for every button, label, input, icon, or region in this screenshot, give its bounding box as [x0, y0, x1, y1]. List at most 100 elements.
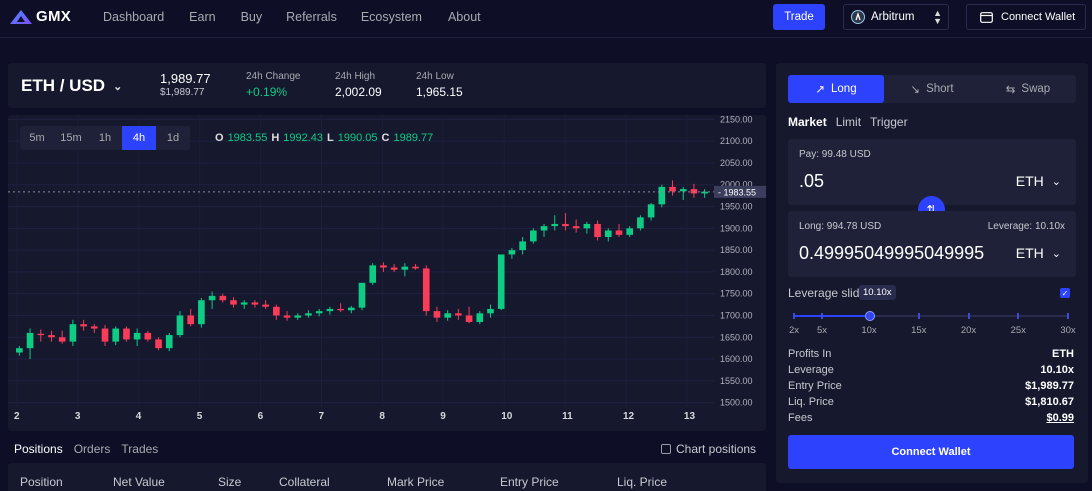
- candle-body: [508, 250, 516, 255]
- timeframe-15m[interactable]: 15m: [60, 132, 82, 144]
- gmx-logo-icon: [10, 9, 32, 24]
- candle-body: [690, 189, 698, 194]
- nav-ecosystem[interactable]: Ecosystem: [360, 10, 422, 24]
- info-value: ETH: [1052, 348, 1074, 360]
- candle-body: [69, 324, 77, 342]
- chart-positions-label: Chart positions: [676, 442, 757, 456]
- candle-body: [133, 332, 141, 340]
- nav-dashboard[interactable]: Dashboard: [103, 10, 165, 24]
- pay-amount-input[interactable]: .05: [799, 171, 825, 191]
- slider-tick: [917, 313, 920, 319]
- candle-body: [455, 313, 462, 316]
- candle-body: [208, 295, 216, 301]
- trade-button[interactable]: Trade: [773, 4, 825, 30]
- ohlc-close: 1989.77: [393, 132, 434, 144]
- tab-positions[interactable]: Positions: [14, 442, 63, 456]
- tab-long[interactable]: ↗ Long: [788, 75, 884, 103]
- long-token-selector[interactable]: ETH ⌄: [1016, 245, 1061, 261]
- info-key: Leverage: [788, 364, 834, 376]
- nav-referrals[interactable]: Referrals: [286, 10, 337, 24]
- pay-token-selector[interactable]: ETH ⌄: [1016, 173, 1061, 189]
- current-price-label: - 1983.55: [718, 187, 756, 197]
- price-block: 1,989.77 $1,989.77: [160, 71, 211, 98]
- col-position: Position: [20, 475, 63, 489]
- trade-panel: ↗ Long ↘ Short ⇆ Swap Market Limit Trigg…: [776, 63, 1088, 483]
- candle-body: [551, 223, 559, 227]
- high-label: 24h High: [335, 71, 376, 82]
- candle-body: [583, 223, 591, 229]
- current-price-tag: [714, 185, 766, 198]
- tab-trades[interactable]: Trades: [121, 442, 159, 456]
- mark-5x[interactable]: 5x: [816, 325, 828, 336]
- mark-15x[interactable]: 15x: [911, 325, 927, 336]
- info-profits-in: Profits In ETH: [788, 348, 1074, 360]
- tab-long-label: Long: [831, 83, 857, 95]
- tab-swap[interactable]: ⇆ Swap: [980, 75, 1076, 103]
- y-tick-label: 2100.00: [720, 136, 753, 146]
- slider-tick: [1017, 313, 1020, 319]
- candle-body: [283, 315, 291, 318]
- info-entry-price: Entry Price $1,989.77: [788, 380, 1074, 392]
- nav-earn[interactable]: Earn: [189, 10, 216, 24]
- nav-about[interactable]: About: [447, 10, 481, 24]
- timeframe-1d[interactable]: 1d: [166, 132, 180, 144]
- candle-body: [604, 230, 612, 238]
- y-tick-label: 1850.00: [720, 245, 753, 255]
- candle-body: [16, 348, 23, 353]
- chevron-down-icon: ⌄: [1051, 175, 1061, 188]
- candle-body: [487, 308, 494, 314]
- col-collateral: Collateral: [279, 475, 330, 489]
- candle-body: [572, 226, 580, 229]
- tab-trigger[interactable]: Trigger: [870, 115, 908, 129]
- mark-30x[interactable]: 30x: [1060, 325, 1076, 336]
- slider-tick: [967, 313, 970, 319]
- candle-body: [144, 332, 152, 340]
- low-value: 1,965.15: [416, 85, 463, 99]
- info-key: Profits In: [788, 348, 832, 360]
- ohlc-l-label: L: [327, 132, 334, 144]
- candle-body: [305, 313, 312, 316]
- candle-body: [123, 328, 130, 340]
- tab-short[interactable]: ↘ Short: [884, 75, 980, 103]
- candle-body: [433, 311, 441, 318]
- gmx-logo[interactable]: GMX: [10, 8, 71, 25]
- info-key: Fees: [788, 412, 813, 424]
- pair-selector[interactable]: ETH / USD ⌄: [21, 76, 122, 96]
- leverage-slider-checkbox[interactable]: ✓: [1060, 288, 1070, 298]
- connect-wallet-button[interactable]: Connect Wallet: [966, 4, 1086, 30]
- timeframe-5m[interactable]: 5m: [29, 132, 45, 144]
- mark-10x[interactable]: 10x: [861, 325, 877, 336]
- network-name: Arbitrum: [871, 11, 915, 23]
- long-amount-input[interactable]: 0.49995049995049995: [799, 243, 985, 263]
- x-tick-label: 9: [440, 411, 446, 422]
- candle-body: [326, 308, 334, 312]
- chart-positions-checkbox[interactable]: [661, 444, 671, 454]
- ohlc-high: 1992.43: [283, 132, 324, 144]
- network-selector[interactable]: Arbitrum ▲ ▼: [843, 4, 949, 30]
- tab-market[interactable]: Market: [788, 115, 827, 129]
- connect-wallet-cta[interactable]: Connect Wallet: [788, 435, 1074, 469]
- candle-body: [519, 241, 526, 251]
- leverage-slider[interactable]: [793, 311, 1069, 321]
- ohlc-h-label: H: [271, 132, 280, 144]
- slider-tick: [821, 313, 823, 319]
- pay-label: Pay: 99.48 USD: [799, 149, 871, 160]
- chart-positions-toggle[interactable]: Chart positions: [661, 442, 756, 456]
- mark-25x[interactable]: 25x: [1010, 325, 1026, 336]
- timeframe-1h[interactable]: 1h: [98, 132, 112, 144]
- timeframe-selector: 5m 15m 1h 4h 1d: [20, 126, 190, 150]
- current-price: 1,989.77: [160, 71, 211, 86]
- leverage-slider-label: Leverage slider: [788, 286, 871, 300]
- mark-2x[interactable]: 2x: [788, 325, 800, 336]
- info-value[interactable]: $0.99: [1046, 412, 1074, 424]
- tab-limit[interactable]: Limit: [835, 115, 862, 129]
- tab-orders[interactable]: Orders: [73, 442, 111, 456]
- nav-buy[interactable]: Buy: [240, 10, 263, 24]
- timeframe-4h[interactable]: 4h: [122, 126, 156, 150]
- price-chart[interactable]: 2150.00 2100.00 2050.00 2000.00 1950.00 1900.…: [8, 115, 766, 431]
- candle-body: [176, 315, 184, 336]
- mark-20x[interactable]: 20x: [960, 325, 977, 336]
- x-tick-label: 8: [379, 411, 385, 422]
- candlestick-chart[interactable]: 2150.00 2100.00 2050.00 2000.00 1950.00 1900.…: [8, 115, 766, 431]
- candle-body: [273, 306, 280, 316]
